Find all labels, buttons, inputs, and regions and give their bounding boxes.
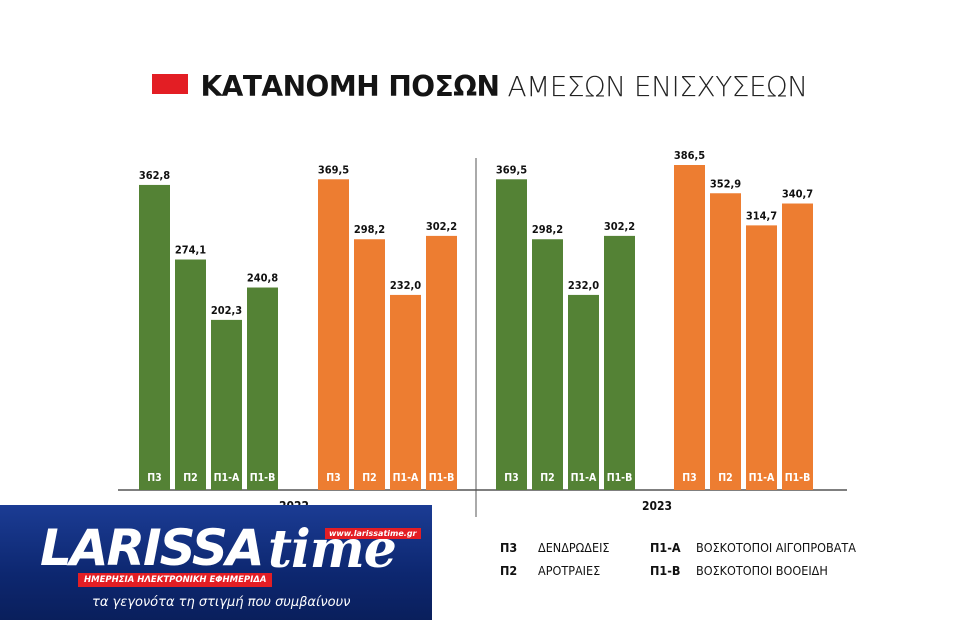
data-label: 302,2 [426,220,457,233]
logo-tagline: τα γεγονότα τη στιγμή που συμβαίνουν [92,595,351,610]
data-label: 369,5 [318,163,349,176]
legend-code: Π1-Β [650,563,681,578]
bar [604,235,635,490]
category-label: Π2 [718,472,732,484]
bar [211,319,242,490]
legend-item: Π1-Β ΒΟΣΚΟΤΟΠΟΙ ΒΟΟΕΙΔΗ [650,563,856,578]
category-label: Π2 [540,472,554,484]
legend-item: Π3 ΔΕΝΔΡΩΔΕΙΣ [500,540,609,555]
data-label: 274,1 [175,244,206,257]
category-label: Π1-Α [749,472,775,484]
bar [354,239,385,490]
category-label: Π1-Α [393,472,419,484]
category-label: Π3 [504,472,518,484]
bar [674,165,705,490]
legend-text: ΒΟΣΚΟΤΟΠΟΙ ΒΟΟΕΙΔΗ [696,563,828,578]
bar [247,287,278,490]
data-label: 352,9 [710,177,741,190]
panel-year-label: 2023 [642,499,672,513]
data-label: 302,2 [604,220,635,233]
category-label: Π3 [147,472,161,484]
legend-item: Π1-Α ΒΟΣΚΟΤΟΠΟΙ ΑΙΓΟΠΡΟΒΑΤΑ [650,540,856,555]
data-label: 369,5 [496,163,527,176]
category-label: Π1-Α [214,472,240,484]
data-label: 202,3 [211,304,242,317]
legend-col-1: Π3 ΔΕΝΔΡΩΔΕΙΣ Π2 ΑΡΟΤΡΑΙΕΣ [500,540,609,586]
legend-text: ΑΡΟΤΡΑΙΕΣ [538,563,601,578]
larissatime-logo: LARISSA time www.larissatime.gr ΗΜΕΡΗΣΙΑ… [0,505,432,620]
data-label: 298,2 [354,223,385,236]
category-label: Π1-Β [785,472,811,484]
bar [782,203,813,491]
bar [496,179,527,490]
bar [532,239,563,490]
legend-code: Π2 [500,563,518,578]
data-label: 362,8 [139,169,170,182]
legend-col-2: Π1-Α ΒΟΣΚΟΤΟΠΟΙ ΑΙΓΟΠΡΟΒΑΤΑ Π1-Β ΒΟΣΚΟΤΟ… [650,540,856,586]
bar [139,184,170,491]
bar [710,193,741,491]
legend-code: Π3 [500,540,518,555]
logo-name-larissa: LARISSA [40,519,265,577]
bar [390,294,421,490]
bar [568,294,599,490]
category-label: Π1-Β [607,472,633,484]
legend-item: Π2 ΑΡΟΤΡΑΙΕΣ [500,563,609,578]
category-label: Π1-Β [250,472,276,484]
category-label: Π2 [362,472,376,484]
bar [318,179,349,490]
logo-banner: ΗΜΕΡΗΣΙΑ ΗΛΕΚΤΡΟΝΙΚΗ ΕΦΗΜΕΡΙΔΑ [78,573,273,587]
data-label: 314,7 [746,209,777,222]
logo-url: www.larissatime.gr [325,528,421,539]
title-marker [152,73,189,94]
data-label: 298,2 [532,223,563,236]
title-bold-part: ΚΑΤΑΝΟΜΗ ΠΟΣΩΝ [200,70,500,103]
data-label: 340,7 [782,188,813,201]
bar [175,259,206,490]
data-label: 386,5 [674,149,705,162]
category-label: Π3 [682,472,696,484]
category-label: Π1-Β [429,472,455,484]
chart-title: ΚΑΤΑΝΟΜΗ ΠΟΣΩΝ ΑΜΕΣΩΝ ΕΝΙΣΧΥΣΕΩΝ [0,70,960,103]
category-label: Π2 [183,472,197,484]
category-label: Π1-Α [571,472,597,484]
data-label: 232,0 [390,279,421,292]
data-label: 240,8 [247,272,278,285]
legend-text: ΔΕΝΔΡΩΔΕΙΣ [538,540,610,555]
category-label: Π3 [326,472,340,484]
legend-code: Π1-Α [650,540,681,555]
title-light-part: ΑΜΕΣΩΝ ΕΝΙΣΧΥΣΕΩΝ [507,70,808,103]
legend-text: ΒΟΣΚΟΤΟΠΟΙ ΑΙΓΟΠΡΟΒΑΤΑ [696,540,856,555]
bar [746,225,777,490]
bar [426,235,457,490]
data-label: 232,0 [568,279,599,292]
